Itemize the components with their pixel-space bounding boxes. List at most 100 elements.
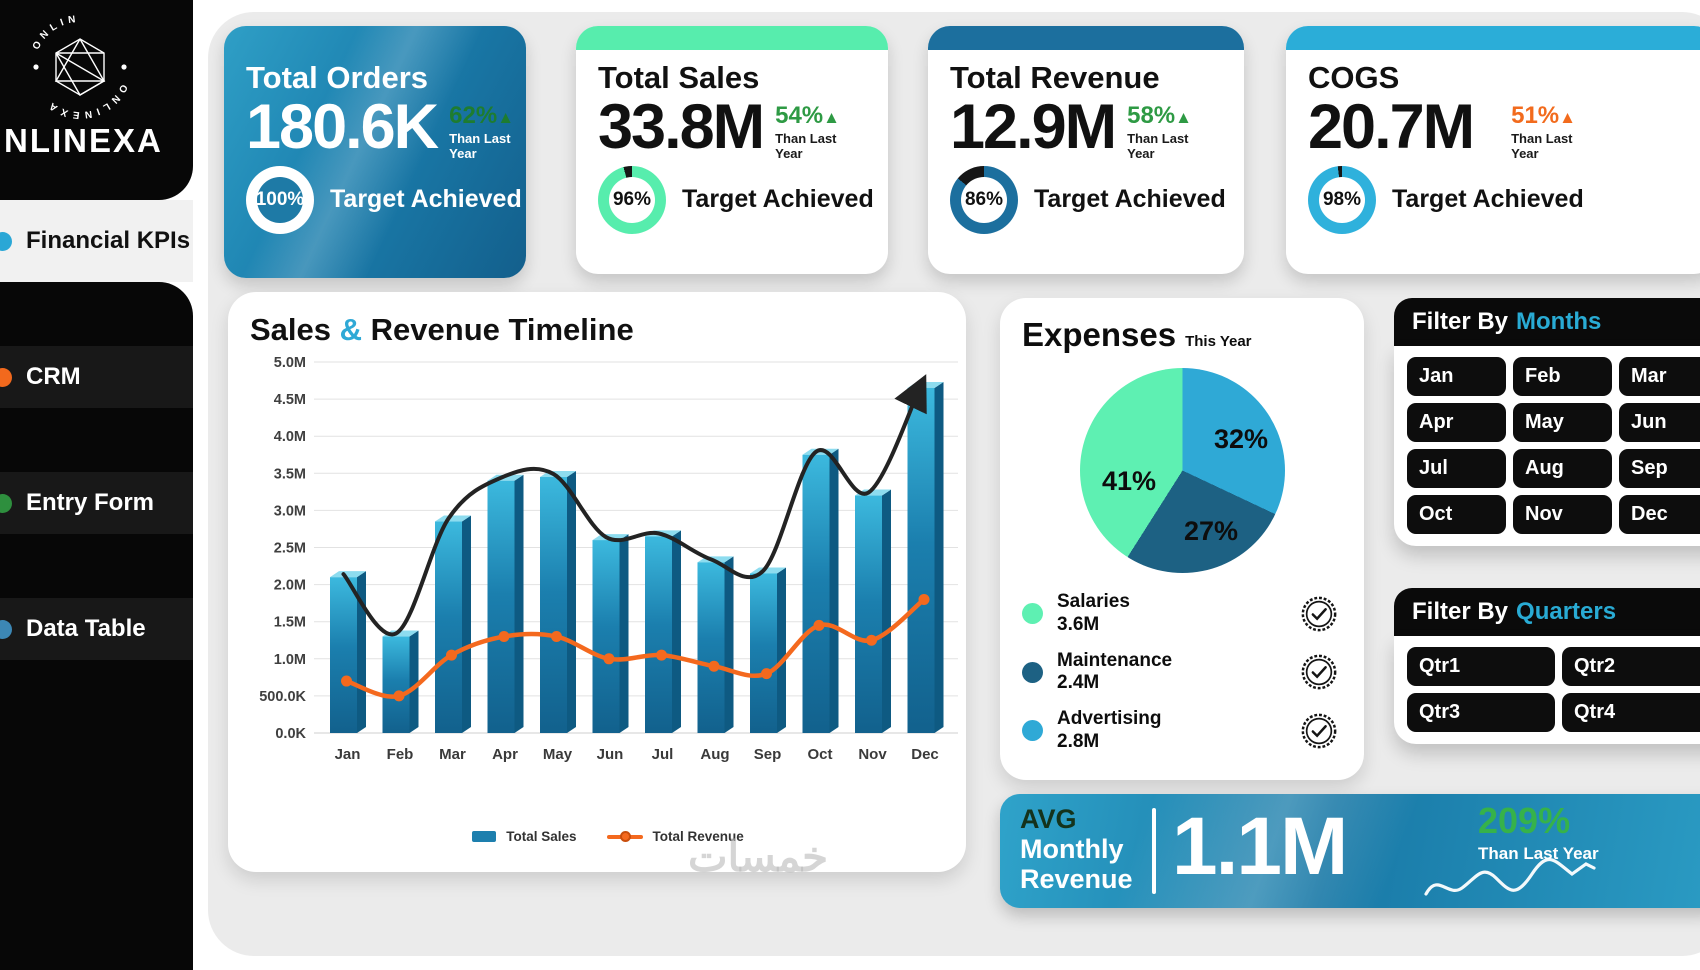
total-sales-swatch-icon — [472, 831, 497, 842]
nav-dot-icon — [0, 231, 12, 251]
kpi-delta-note: Than Last Year — [1127, 131, 1189, 161]
expense-value: 3.6M — [1057, 613, 1100, 635]
avg-monthly-revenue-bar: AVG Monthly Revenue 1.1M 209% Than Last … — [1000, 794, 1700, 908]
sidebar-item-data-table[interactable]: Data Table — [0, 598, 193, 660]
sparkline-icon — [1424, 858, 1596, 896]
svg-text:3.5M: 3.5M — [274, 466, 306, 482]
target-percent: 86% — [964, 188, 1004, 210]
expense-value: 2.4M — [1057, 672, 1100, 694]
pie-label-advertising: 32% — [1214, 424, 1269, 454]
sidebar-item-label: CRM — [26, 363, 81, 390]
combo-chart: 0.0K 500.0K 1.0M 1.5M 2.0M 2.5M 3.0M 3.5M 4.0M 4.… — [259, 355, 958, 763]
filter-by-months-panel: Filter By Months Jan Feb Mar Apr May Jun Jul Au… — [1394, 298, 1700, 546]
month-filter-feb[interactable]: Feb — [1513, 357, 1612, 396]
kpi-value: 33.8M — [598, 92, 765, 162]
target-donut: 86% — [950, 165, 1018, 234]
kpi-title: Total Revenue — [950, 60, 1160, 95]
svg-text:Nov: Nov — [858, 746, 887, 763]
pie-label-maintenance: 27% — [1184, 516, 1239, 546]
svg-text:Apr: Apr — [492, 746, 518, 763]
card-accent-bar — [576, 26, 888, 50]
kpi-title: COGS — [1308, 60, 1400, 95]
svg-text:5.0M: 5.0M — [274, 355, 306, 371]
month-filter-may[interactable]: May — [1513, 403, 1612, 442]
advertising-dot-icon — [1022, 720, 1043, 742]
target-percent: 96% — [612, 188, 652, 210]
emblem-circle-text: ONLINEXA — [44, 82, 125, 120]
month-filter-mar[interactable]: Mar — [1619, 357, 1700, 396]
verified-badge-icon[interactable] — [1300, 653, 1338, 691]
month-filter-apr[interactable]: Apr — [1407, 403, 1506, 442]
expenses-title: Expenses — [1022, 316, 1177, 353]
card-accent-bar — [1286, 26, 1700, 50]
target-label: Target Achieved — [682, 185, 874, 214]
expenses-subtitle: This Year — [1185, 333, 1252, 350]
target-donut: 96% — [598, 165, 666, 234]
target-label: Target Achieved — [1392, 185, 1584, 214]
svg-text:ONLINEXA: ONLINEXA — [44, 82, 129, 120]
svg-text:Oct: Oct — [807, 746, 832, 763]
quarter-filter-qtr4[interactable]: Qtr4 — [1562, 693, 1700, 732]
target-label: Target Achieved — [330, 185, 522, 214]
expense-row-salaries: Salaries 3.6M — [1022, 591, 1346, 637]
kpi-delta: 54%▲ Than Last Year — [775, 102, 863, 162]
chart-legend: Total Sales Total Revenue — [250, 829, 966, 844]
pie-label-salaries: 41% — [1102, 466, 1157, 496]
expense-row-advertising: Advertising 2.8M — [1022, 708, 1346, 754]
month-filter-sep[interactable]: Sep — [1619, 449, 1700, 488]
up-arrow-icon: ▲ — [1559, 108, 1576, 127]
kpi-delta: 51%▲ Than Last Year — [1511, 102, 1599, 162]
expense-row-maintenance: Maintenance 2.4M — [1022, 650, 1346, 696]
svg-text:2.5M: 2.5M — [274, 541, 306, 557]
month-filter-nov[interactable]: Nov — [1513, 495, 1612, 534]
month-filter-oct[interactable]: Oct — [1407, 495, 1506, 534]
quarter-filter-qtr3[interactable]: Qtr3 — [1407, 693, 1555, 732]
sidebar-item-entry-form[interactable]: Entry Form — [0, 472, 193, 534]
verified-badge-icon[interactable] — [1300, 712, 1338, 750]
svg-text:Jul: Jul — [652, 746, 674, 763]
filter-quarters-header: Filter By Quarters — [1394, 588, 1700, 636]
kpi-delta: 62%▲ Than Last Year — [449, 102, 526, 162]
svg-text:1.5M: 1.5M — [274, 615, 306, 631]
watermark: خمسات — [688, 833, 829, 880]
card-accent-bar — [928, 26, 1244, 50]
sidebar-item-label: Data Table — [26, 615, 146, 642]
kpi-card-total-sales: Total Sales 33.8M 54%▲ Than Last Year 96… — [576, 26, 888, 274]
month-filter-jul[interactable]: Jul — [1407, 449, 1506, 488]
nav-dot-icon — [0, 619, 12, 639]
svg-text:0.0K: 0.0K — [275, 726, 306, 742]
kpi-delta-note: Than Last Year — [449, 131, 511, 161]
svg-text:Mar: Mar — [439, 746, 466, 763]
maintenance-dot-icon — [1022, 661, 1043, 683]
avg-delta: 209% Than Last Year — [1478, 800, 1599, 863]
sidebar-item-financial-kpis[interactable]: Financial KPIs — [0, 200, 193, 282]
kpi-title: Total Sales — [598, 60, 760, 95]
expense-name: Maintenance — [1057, 649, 1173, 671]
up-arrow-icon: ▲ — [1175, 108, 1192, 127]
svg-text:May: May — [543, 746, 573, 763]
verified-badge-icon[interactable] — [1300, 595, 1338, 633]
onlinexa-emblem-icon: ONLINEXA ONLINEXA — [10, 8, 129, 120]
month-filter-jan[interactable]: Jan — [1407, 357, 1506, 396]
quarter-filter-qtr1[interactable]: Qtr1 — [1407, 647, 1555, 686]
target-percent: 98% — [1322, 188, 1362, 210]
month-filter-aug[interactable]: Aug — [1513, 449, 1612, 488]
target-donut: 100% — [246, 165, 314, 234]
month-filter-jun[interactable]: Jun — [1619, 403, 1700, 442]
salaries-dot-icon — [1022, 603, 1043, 625]
svg-text:4.5M: 4.5M — [274, 392, 306, 408]
kpi-value: 180.6K — [246, 92, 439, 162]
sidebar-item-label: Financial KPIs — [26, 227, 191, 254]
avg-value: 1.1M — [1172, 801, 1348, 892]
kpi-delta-note: Than Last Year — [1511, 131, 1573, 161]
svg-text:2.0M: 2.0M — [274, 578, 306, 594]
sidebar-item-crm[interactable]: CRM — [0, 346, 193, 408]
divider — [1152, 808, 1156, 894]
svg-text:500.0K: 500.0K — [259, 689, 306, 705]
kpi-delta-note: Than Last Year — [775, 131, 837, 161]
quarter-filter-qtr2[interactable]: Qtr2 — [1562, 647, 1700, 686]
sales-revenue-timeline-card: Sales & Revenue Timeline 0.0K 500.0K 1.0M 1… — [228, 292, 966, 872]
expenses-pie-chart: 32% 27% 41% — [1080, 368, 1285, 573]
brand-wordmark: NLINEXA — [4, 122, 163, 159]
month-filter-dec[interactable]: Dec — [1619, 495, 1700, 534]
